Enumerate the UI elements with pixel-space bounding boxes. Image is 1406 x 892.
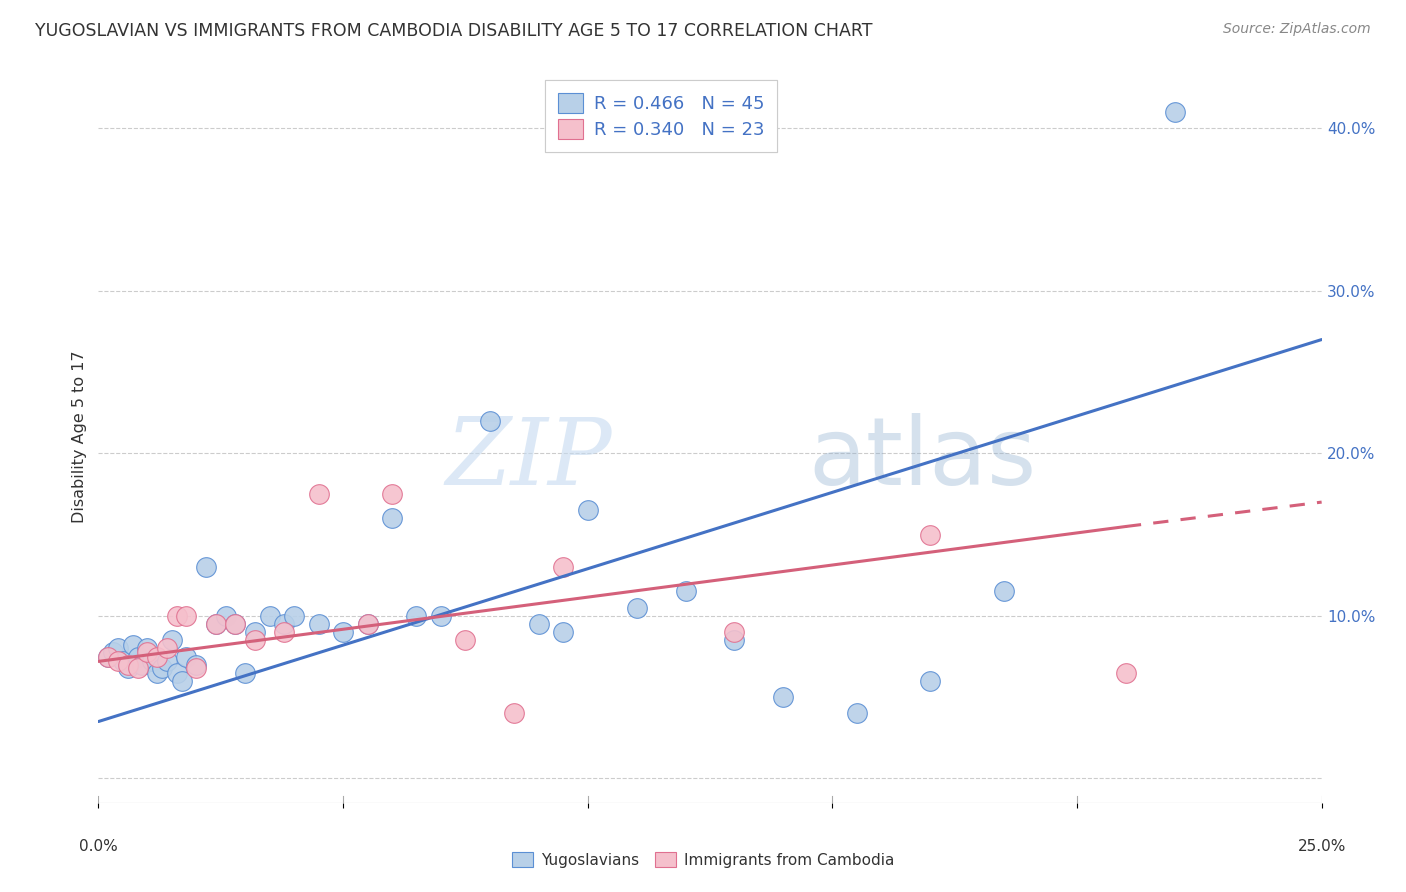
Point [723,633,745,648]
Y-axis label: Disability Age 5 to 17: Disability Age 5 to 17 [72,351,87,524]
Point [205,617,228,632]
Point [675,584,697,599]
Point [146,649,169,664]
Point [117,661,139,675]
Point [141,654,163,668]
Legend: Yugoslavians, Immigrants from Cambodia: Yugoslavians, Immigrants from Cambodia [505,845,901,875]
Point [243,625,266,640]
Point [146,665,169,680]
Point [150,661,173,675]
Text: 0.0%: 0.0% [79,838,118,854]
Point [224,617,246,632]
Point [195,560,218,574]
Point [1164,105,1187,120]
Point [170,673,193,688]
Point [273,617,295,632]
Point [186,661,208,675]
Point [723,625,745,640]
Point [160,633,183,648]
Point [166,665,188,680]
Point [478,414,501,428]
Point [97,649,120,664]
Point [121,638,143,652]
Point [405,608,427,623]
Point [430,608,453,623]
Point [176,608,198,623]
Point [107,654,129,668]
Point [273,625,295,640]
Text: Source: ZipAtlas.com: Source: ZipAtlas.com [1223,22,1371,37]
Point [156,641,179,656]
Point [381,487,404,501]
Point [920,527,942,541]
Text: 25.0%: 25.0% [1298,838,1346,854]
Point [111,654,134,668]
Point [308,617,330,632]
Point [101,645,124,659]
Point [332,625,354,640]
Point [131,657,153,672]
Point [920,673,942,688]
Point [283,608,305,623]
Point [127,661,149,675]
Point [136,645,159,659]
Point [243,633,266,648]
Point [626,600,648,615]
Point [553,560,575,574]
Legend: R = 0.466   N = 45, R = 0.340   N = 23: R = 0.466 N = 45, R = 0.340 N = 23 [546,80,778,152]
Point [527,617,550,632]
Point [576,503,599,517]
Point [224,617,246,632]
Point [356,617,378,632]
Point [259,608,281,623]
Point [381,511,404,525]
Point [107,641,129,656]
Point [233,665,256,680]
Point [308,487,330,501]
Text: atlas: atlas [808,413,1036,505]
Point [845,706,868,721]
Point [993,584,1015,599]
Point [97,649,120,664]
Point [553,625,575,640]
Point [136,641,159,656]
Text: ZIP: ZIP [446,414,612,504]
Point [166,608,188,623]
Point [1115,665,1137,680]
Point [205,617,228,632]
Point [454,633,477,648]
Point [127,649,149,664]
Point [503,706,526,721]
Point [176,649,198,664]
Point [156,654,179,668]
Point [214,608,236,623]
Point [117,657,139,672]
Text: YUGOSLAVIAN VS IMMIGRANTS FROM CAMBODIA DISABILITY AGE 5 TO 17 CORRELATION CHART: YUGOSLAVIAN VS IMMIGRANTS FROM CAMBODIA … [35,22,873,40]
Point [356,617,378,632]
Point [772,690,794,705]
Point [186,657,208,672]
